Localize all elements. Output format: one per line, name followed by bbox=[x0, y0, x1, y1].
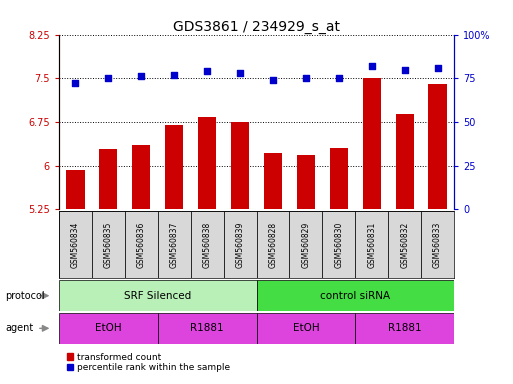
Point bbox=[137, 73, 145, 79]
Bar bbox=[100, 149, 117, 209]
Bar bbox=[132, 145, 150, 209]
Bar bbox=[322, 211, 355, 278]
Point bbox=[302, 75, 310, 81]
Text: R1881: R1881 bbox=[190, 323, 224, 333]
Bar bbox=[330, 148, 348, 209]
Bar bbox=[428, 84, 447, 209]
Bar bbox=[355, 313, 454, 344]
Text: GSM560831: GSM560831 bbox=[367, 222, 376, 268]
Bar bbox=[421, 211, 454, 278]
Point bbox=[236, 70, 244, 76]
Point bbox=[269, 77, 277, 83]
Bar bbox=[231, 122, 249, 209]
Bar bbox=[191, 211, 224, 278]
Bar bbox=[59, 211, 92, 278]
Bar bbox=[388, 211, 421, 278]
Text: GSM560839: GSM560839 bbox=[235, 222, 245, 268]
Bar bbox=[165, 125, 183, 209]
Text: control siRNA: control siRNA bbox=[320, 291, 390, 301]
Bar bbox=[256, 280, 454, 311]
Text: GSM560838: GSM560838 bbox=[203, 222, 212, 268]
Text: GSM560828: GSM560828 bbox=[268, 222, 278, 268]
Point bbox=[203, 68, 211, 74]
Bar bbox=[158, 211, 191, 278]
Text: GSM560829: GSM560829 bbox=[301, 222, 310, 268]
Bar bbox=[256, 211, 289, 278]
Text: GSM560830: GSM560830 bbox=[334, 222, 343, 268]
Bar bbox=[59, 280, 256, 311]
Bar bbox=[125, 211, 158, 278]
Text: R1881: R1881 bbox=[388, 323, 422, 333]
Title: GDS3861 / 234929_s_at: GDS3861 / 234929_s_at bbox=[173, 20, 340, 33]
Text: GSM560835: GSM560835 bbox=[104, 222, 113, 268]
Text: agent: agent bbox=[5, 323, 33, 333]
Legend: transformed count, percentile rank within the sample: transformed count, percentile rank withi… bbox=[64, 349, 234, 376]
Point bbox=[368, 63, 376, 69]
Point bbox=[401, 66, 409, 73]
Bar bbox=[289, 211, 322, 278]
Text: GSM560832: GSM560832 bbox=[400, 222, 409, 268]
Bar bbox=[224, 211, 256, 278]
Text: GSM560836: GSM560836 bbox=[137, 222, 146, 268]
Text: GSM560833: GSM560833 bbox=[433, 222, 442, 268]
Bar bbox=[158, 313, 256, 344]
Bar bbox=[59, 313, 158, 344]
Bar bbox=[396, 114, 413, 209]
Bar bbox=[355, 211, 388, 278]
Bar bbox=[198, 117, 216, 209]
Text: EtOH: EtOH bbox=[95, 323, 122, 333]
Bar bbox=[92, 211, 125, 278]
Text: GSM560837: GSM560837 bbox=[170, 222, 179, 268]
Point bbox=[104, 75, 112, 81]
Point bbox=[334, 75, 343, 81]
Bar bbox=[297, 155, 315, 209]
Point bbox=[71, 80, 80, 86]
Bar bbox=[256, 313, 355, 344]
Text: EtOH: EtOH bbox=[292, 323, 319, 333]
Point bbox=[433, 65, 442, 71]
Text: GSM560834: GSM560834 bbox=[71, 222, 80, 268]
Text: protocol: protocol bbox=[5, 291, 45, 301]
Text: SRF Silenced: SRF Silenced bbox=[124, 291, 191, 301]
Bar bbox=[66, 170, 85, 209]
Bar bbox=[264, 153, 282, 209]
Bar bbox=[363, 78, 381, 209]
Point bbox=[170, 72, 179, 78]
